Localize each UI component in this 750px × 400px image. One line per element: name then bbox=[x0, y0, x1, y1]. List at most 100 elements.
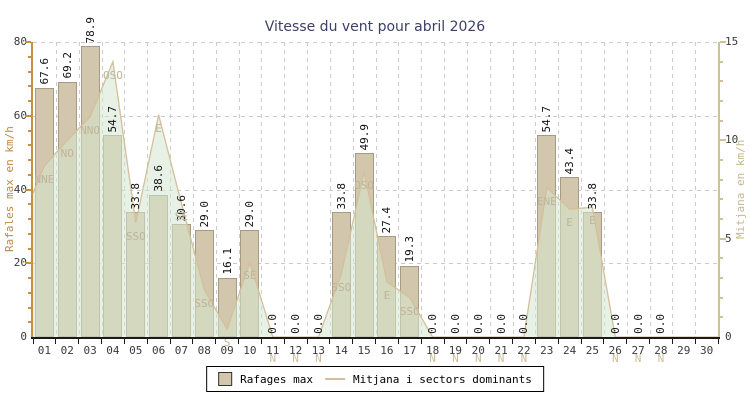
gust-value-label: 0.0 bbox=[471, 314, 485, 334]
chart-title: Vitesse du vent pour abril 2026 bbox=[264, 19, 486, 35]
dominant-sector-label: S bbox=[223, 336, 231, 350]
dominant-sector-label: SSO bbox=[125, 229, 146, 243]
dominant-sector-label: N bbox=[634, 352, 642, 365]
left-axis-tick-label: 0 bbox=[20, 330, 27, 343]
x-axis-tick bbox=[489, 339, 491, 344]
dominant-sector-label: E bbox=[566, 216, 573, 230]
right-axis-tick bbox=[720, 80, 723, 83]
right-axis-tick bbox=[720, 218, 723, 220]
x-axis-tick-label: 09 bbox=[220, 344, 234, 357]
left-axis-tick bbox=[25, 41, 31, 43]
vertical-gridline bbox=[695, 42, 697, 337]
right-axis-tick bbox=[720, 178, 723, 181]
vertical-gridline bbox=[238, 42, 240, 337]
gust-value-label: 29.0 bbox=[243, 200, 257, 228]
x-axis-tick-label: 03 bbox=[83, 344, 97, 357]
dominant-sector-label: N bbox=[611, 352, 619, 365]
dominant-sector-label: N bbox=[520, 352, 528, 365]
left-axis-tick bbox=[28, 321, 31, 324]
vertical-gridline bbox=[192, 42, 194, 337]
gust-value-label: 49.9 bbox=[357, 123, 371, 151]
dominant-sector-label: N bbox=[474, 352, 482, 365]
x-axis-tick-label: 18 bbox=[425, 344, 440, 357]
vertical-gridline bbox=[375, 42, 377, 337]
left-axis-tick bbox=[25, 188, 31, 191]
left-axis-tick-label: 60 bbox=[13, 108, 27, 122]
left-axis-tick bbox=[28, 232, 31, 235]
gust-value-label: 16.1 bbox=[220, 248, 234, 275]
right-axis-title: Mitjana en km/h bbox=[734, 139, 747, 240]
left-axis-tick-label: 80 bbox=[13, 35, 27, 48]
x-axis-tick-label: 23 bbox=[540, 344, 554, 357]
x-axis-tick-label: 27 bbox=[631, 344, 645, 357]
gust-value-label: 0.0 bbox=[426, 314, 440, 334]
x-axis-tick bbox=[306, 339, 308, 344]
vertical-gridline bbox=[444, 42, 445, 337]
x-axis-tick-label: 29 bbox=[677, 344, 691, 357]
x-axis-tick bbox=[534, 339, 536, 344]
x-axis-tick bbox=[260, 339, 262, 344]
mean-wind-area bbox=[32, 59, 718, 338]
gust-value-label: 27.4 bbox=[380, 206, 394, 234]
x-axis-tick-label: 05 bbox=[129, 344, 143, 357]
left-axis-tick bbox=[28, 173, 31, 176]
x-axis-tick bbox=[580, 339, 582, 344]
right-axis-tick bbox=[720, 277, 723, 279]
x-axis-tick-label: 02 bbox=[60, 344, 74, 357]
gust-value-label: 33.8 bbox=[585, 182, 599, 210]
dominant-sector-label: OSO bbox=[354, 178, 375, 192]
x-axis-tick bbox=[169, 339, 171, 344]
dominant-sector-label: E bbox=[155, 121, 162, 135]
x-axis-tick-label: 25 bbox=[585, 344, 600, 357]
left-axis-tick bbox=[28, 100, 31, 102]
right-axis-tick bbox=[720, 296, 723, 299]
x-axis-tick bbox=[557, 339, 559, 344]
x-axis-tick-label: 20 bbox=[471, 344, 485, 357]
x-axis-tick-label: 01 bbox=[37, 344, 52, 357]
x-axis-tick bbox=[215, 339, 217, 344]
right-axis-tick bbox=[720, 100, 723, 102]
left-axis-tick bbox=[28, 277, 31, 279]
x-axis-tick bbox=[626, 339, 628, 344]
vertical-gridline bbox=[672, 42, 674, 337]
dominant-sector-label: N bbox=[269, 352, 277, 365]
gust-value-label: 0.0 bbox=[517, 314, 531, 334]
x-axis-tick bbox=[146, 339, 148, 344]
left-axis-tick-label: 20 bbox=[13, 256, 27, 270]
dominant-sector-label: SE bbox=[174, 210, 189, 224]
legend: Rafages max Mitjana i sectors dominants bbox=[206, 366, 544, 392]
right-axis-tick bbox=[720, 257, 723, 260]
plot-area: 67.6 69.2 78.9 54.7 33.8 38.6 30.6 29.0 16.1 29.0… bbox=[25, 17, 726, 365]
gust-value-label: 38.6 bbox=[152, 165, 166, 192]
gust-value-label: 33.8 bbox=[334, 182, 348, 210]
vertical-gridline bbox=[398, 42, 400, 337]
x-axis-tick-label: 21 bbox=[494, 344, 508, 357]
right-axis-tick-label: 5 bbox=[725, 231, 732, 245]
x-axis-tick bbox=[397, 339, 399, 344]
dominant-sector-label: N bbox=[292, 352, 299, 365]
dominant-sector-label: N bbox=[497, 352, 505, 365]
gust-value-label: 54.7 bbox=[540, 105, 554, 133]
mean-wind-line bbox=[32, 59, 718, 338]
x-axis-tick bbox=[603, 339, 605, 344]
left-axis-tick bbox=[28, 306, 31, 309]
x-axis-tick-label: 16 bbox=[380, 344, 394, 357]
legend-bar-swatch bbox=[218, 372, 233, 386]
vertical-gridline bbox=[352, 42, 354, 337]
dominant-sector-label: NNE bbox=[34, 172, 55, 186]
right-axis-tick bbox=[720, 198, 723, 201]
gust-value-label: 0.0 bbox=[311, 314, 325, 334]
vertical-gridline bbox=[581, 42, 582, 337]
x-axis-tick bbox=[375, 339, 376, 344]
x-axis-tick bbox=[101, 339, 102, 344]
right-axis-tick-label: 10 bbox=[725, 133, 739, 147]
left-axis-tick bbox=[28, 291, 31, 294]
x-axis-tick-label: 15 bbox=[357, 344, 371, 357]
right-axis-tick bbox=[720, 119, 723, 122]
x-axis-tick bbox=[352, 339, 354, 344]
left-axis-tick-label: 40 bbox=[13, 182, 27, 196]
vertical-gridline bbox=[649, 42, 651, 337]
x-axis-tick-label: 06 bbox=[151, 344, 166, 357]
dominant-sector-label: N bbox=[429, 352, 436, 365]
